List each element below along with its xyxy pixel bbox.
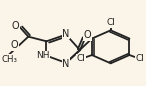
Text: N: N	[62, 29, 70, 39]
Text: N: N	[62, 59, 70, 69]
Text: CH₃: CH₃	[1, 55, 18, 64]
Text: Cl: Cl	[106, 18, 115, 27]
Text: Cl: Cl	[77, 55, 86, 63]
Text: O: O	[84, 30, 91, 40]
Text: NH: NH	[36, 51, 50, 60]
Text: O: O	[11, 21, 19, 31]
Text: O: O	[11, 40, 18, 50]
Text: Cl: Cl	[135, 55, 144, 63]
